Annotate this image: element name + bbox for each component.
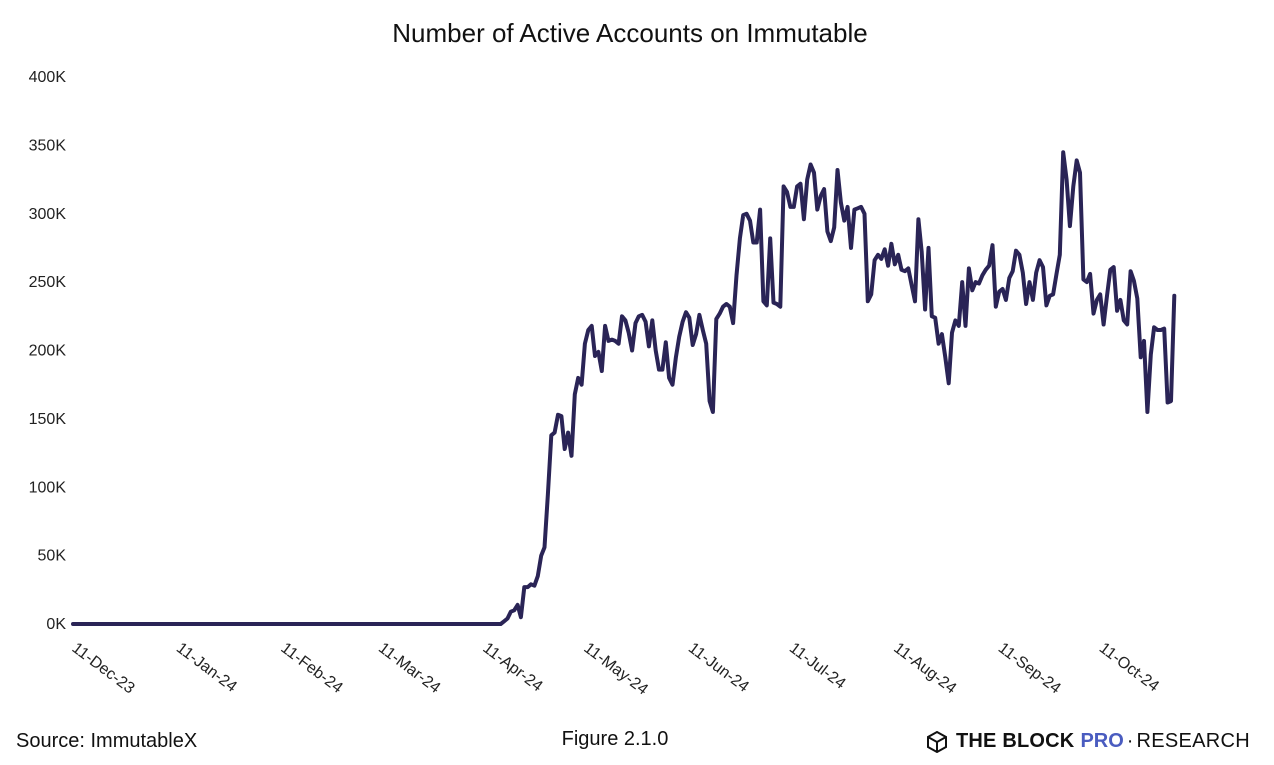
x-tick-label: 11-Oct-24 — [1096, 640, 1162, 696]
y-tick-label: 250K — [29, 274, 67, 291]
x-tick-label: 11-Feb-24 — [277, 640, 345, 697]
x-tick-label: 11-Apr-24 — [479, 640, 545, 696]
x-tick-label: 11-Dec-23 — [69, 640, 138, 698]
source-label: Source: ImmutableX — [16, 730, 198, 752]
chart-title: Number of Active Accounts on Immutable — [392, 18, 868, 48]
y-tick-label: 50K — [38, 548, 67, 565]
y-tick-label: 100K — [29, 479, 67, 496]
y-tick-label: 200K — [29, 343, 67, 360]
y-tick-label: 150K — [29, 411, 67, 428]
brand-logo: THE BLOCK PRO · RESEARCH — [926, 730, 1250, 753]
series-group — [71, 150, 1177, 626]
brand-pro: PRO — [1080, 730, 1124, 752]
brand-research: RESEARCH — [1136, 730, 1250, 752]
cube-logo-icon — [926, 730, 947, 753]
x-tick-label: 11-Jan-24 — [173, 640, 240, 696]
x-tick-label: 11-Sep-24 — [995, 640, 1064, 698]
y-tick-label: 350K — [29, 137, 67, 154]
x-axis-ticks: 11-Dec-23 11-Jan-24 11-Feb-24 11-Mar-24 11-A… — [69, 640, 1162, 699]
y-tick-label: 0K — [46, 616, 66, 633]
y-tick-label: 300K — [29, 206, 67, 223]
x-tick-label: 11-Mar-24 — [375, 640, 443, 697]
y-tick-label: 400K — [29, 69, 67, 86]
y-axis-ticks: 0K 50K 100K 150K 200K 250K 300K 350K 400K — [29, 69, 67, 633]
series-line — [71, 150, 1177, 626]
brand-name: THE BLOCK — [955, 730, 1075, 752]
figure-label: Figure 2.1.0 — [561, 728, 669, 750]
x-tick-label: 11-May-24 — [581, 640, 651, 699]
x-tick-label: 11-Aug-24 — [890, 640, 959, 698]
brand-separator: · — [1126, 730, 1134, 752]
x-tick-label: 11-Jun-24 — [685, 640, 752, 696]
x-tick-label: 11-Jul-24 — [786, 640, 849, 693]
